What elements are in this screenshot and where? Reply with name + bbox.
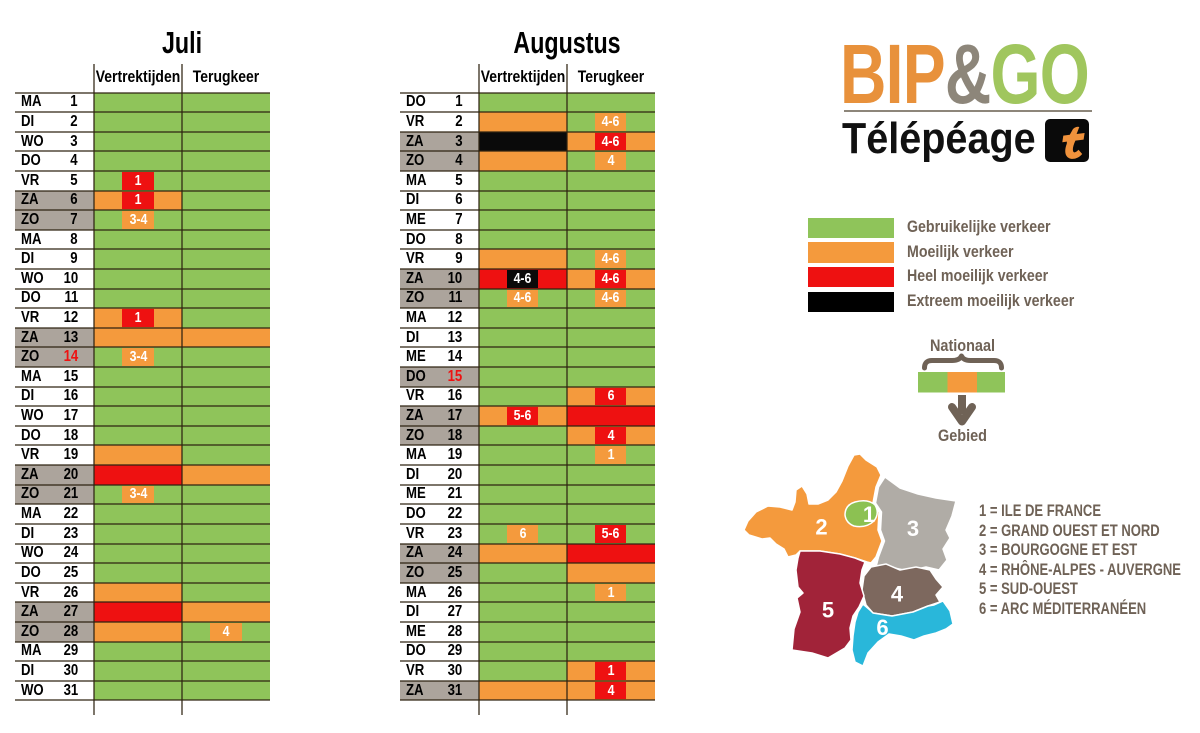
svg-text:1: 1	[863, 502, 875, 527]
svg-text:6: 6	[876, 615, 888, 640]
svg-text:5: 5	[822, 598, 834, 623]
svg-text:4: 4	[891, 582, 904, 607]
svg-text:3: 3	[907, 516, 919, 541]
svg-text:2: 2	[815, 515, 827, 540]
